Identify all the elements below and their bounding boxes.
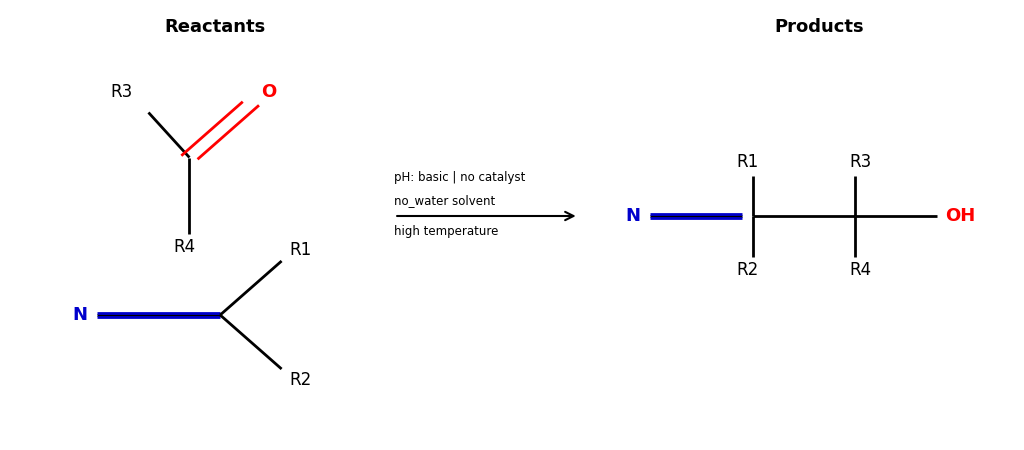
Text: N: N xyxy=(625,207,640,225)
Text: R2: R2 xyxy=(736,261,759,279)
Text: pH: basic | no catalyst: pH: basic | no catalyst xyxy=(394,171,525,184)
Text: R1: R1 xyxy=(290,241,312,259)
Text: O: O xyxy=(261,83,276,101)
Text: N: N xyxy=(72,306,87,324)
Text: R3: R3 xyxy=(111,83,133,101)
Text: high temperature: high temperature xyxy=(394,225,499,238)
Text: OH: OH xyxy=(945,207,976,225)
Text: R4: R4 xyxy=(173,238,196,256)
Text: no_water solvent: no_water solvent xyxy=(394,194,496,207)
Text: Products: Products xyxy=(774,18,864,36)
Text: R1: R1 xyxy=(736,153,759,171)
Text: R2: R2 xyxy=(290,371,312,389)
Text: R3: R3 xyxy=(849,153,871,171)
Text: Reactants: Reactants xyxy=(165,18,265,36)
Text: R4: R4 xyxy=(849,261,871,279)
